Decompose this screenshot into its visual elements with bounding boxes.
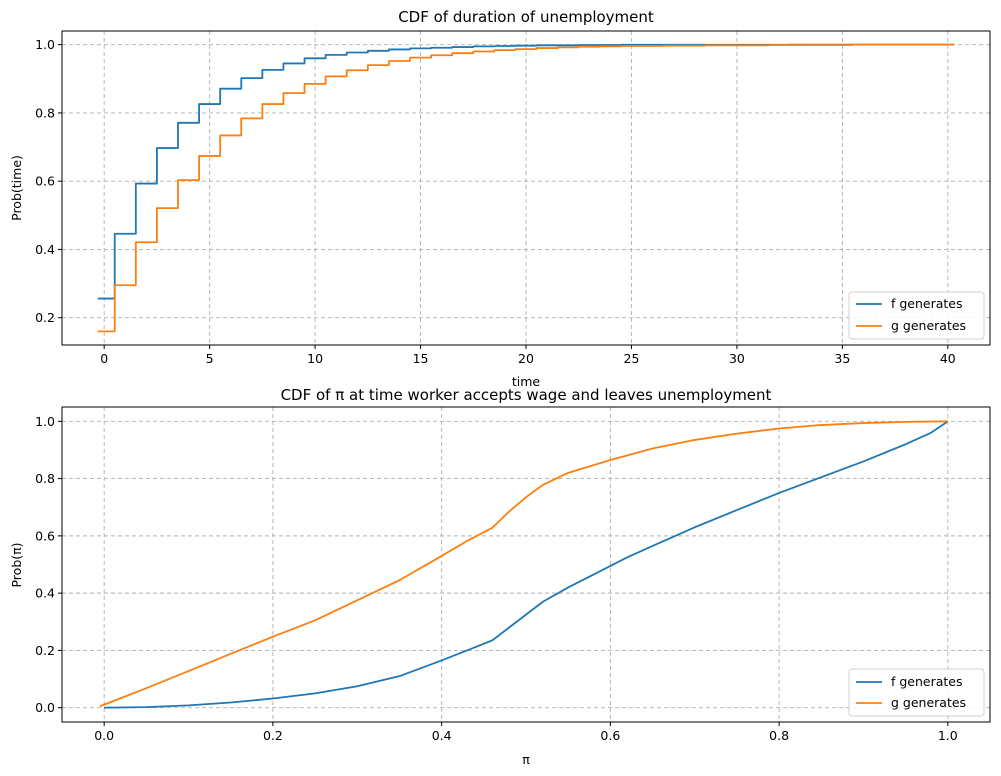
pi-chart-ticks: 0.0 0.2 0.4 0.6 0.8 1.0 0.0 0.2 0.4 0.6 0.8 1.0 <box>35 414 958 743</box>
pi-chart-frame <box>61 406 991 723</box>
y-tick-label: 0.8 <box>35 471 55 486</box>
y-tick-label: 0.0 <box>35 700 55 715</box>
x-tick-label: 0.6 <box>600 728 620 743</box>
legend-label-f: f generates <box>891 674 963 689</box>
x-tick-label: 5 <box>206 351 214 366</box>
legend-label-g: g generates <box>891 318 966 333</box>
legend-box <box>848 668 985 717</box>
y-tick-label: 0.2 <box>35 310 55 325</box>
y-tick-label: 1.0 <box>35 37 55 52</box>
pi-chart-title: CDF of π at time worker accepts wage and… <box>281 386 772 404</box>
x-tick-label: 0.4 <box>432 728 452 743</box>
y-tick-label: 1.0 <box>35 414 55 429</box>
series-line-f <box>104 420 949 709</box>
pi-chart-series <box>99 420 949 709</box>
duration-chart-title: CDF of duration of unemployment <box>398 8 654 26</box>
duration-chart-series <box>97 43 955 333</box>
duration-chart-xlabel: time <box>512 374 541 389</box>
pi-chart: CDF of π at time worker accepts wage and… <box>9 386 991 767</box>
x-tick-label: 0 <box>100 351 108 366</box>
duration-chart-ylabel: Prob(time) <box>9 155 24 221</box>
y-tick-label: 0.6 <box>35 174 55 189</box>
x-tick-label: 10 <box>307 351 323 366</box>
y-tick-label: 0.2 <box>35 643 55 658</box>
x-tick-label: 25 <box>624 351 640 366</box>
legend-box <box>848 291 985 340</box>
x-tick-label: 1.0 <box>938 728 958 743</box>
x-tick-label: 0.0 <box>94 728 114 743</box>
y-tick-label: 0.8 <box>35 105 55 120</box>
pi-chart-xlabel: π <box>522 752 530 767</box>
duration-chart: CDF of duration of unemployment 0 5 10 15 20… <box>9 8 991 389</box>
series-line-g <box>97 43 955 333</box>
x-tick-label: 35 <box>834 351 850 366</box>
duration-chart-legend: f generates g generates <box>848 291 985 340</box>
duration-chart-ticks: 0 5 10 15 20 25 30 35 40 0.2 0.4 0.6 0.8 1.0 <box>35 37 956 366</box>
legend-label-f: f generates <box>891 296 963 311</box>
y-tick-label: 0.4 <box>35 242 55 257</box>
x-tick-label: 0.8 <box>769 728 789 743</box>
x-tick-label: 0.2 <box>263 728 283 743</box>
series-line-f <box>97 43 955 300</box>
pi-chart-ylabel: Prob(π) <box>9 542 24 587</box>
x-tick-label: 20 <box>518 351 534 366</box>
y-tick-label: 0.4 <box>35 586 55 601</box>
pi-chart-legend: f generates g generates <box>848 668 985 717</box>
y-tick-label: 0.6 <box>35 528 55 543</box>
x-tick-label: 30 <box>729 351 745 366</box>
x-tick-label: 15 <box>413 351 429 366</box>
series-line-g <box>99 420 948 708</box>
legend-label-g: g generates <box>891 695 966 710</box>
pi-chart-grid <box>62 407 990 722</box>
x-tick-label: 40 <box>940 351 956 366</box>
